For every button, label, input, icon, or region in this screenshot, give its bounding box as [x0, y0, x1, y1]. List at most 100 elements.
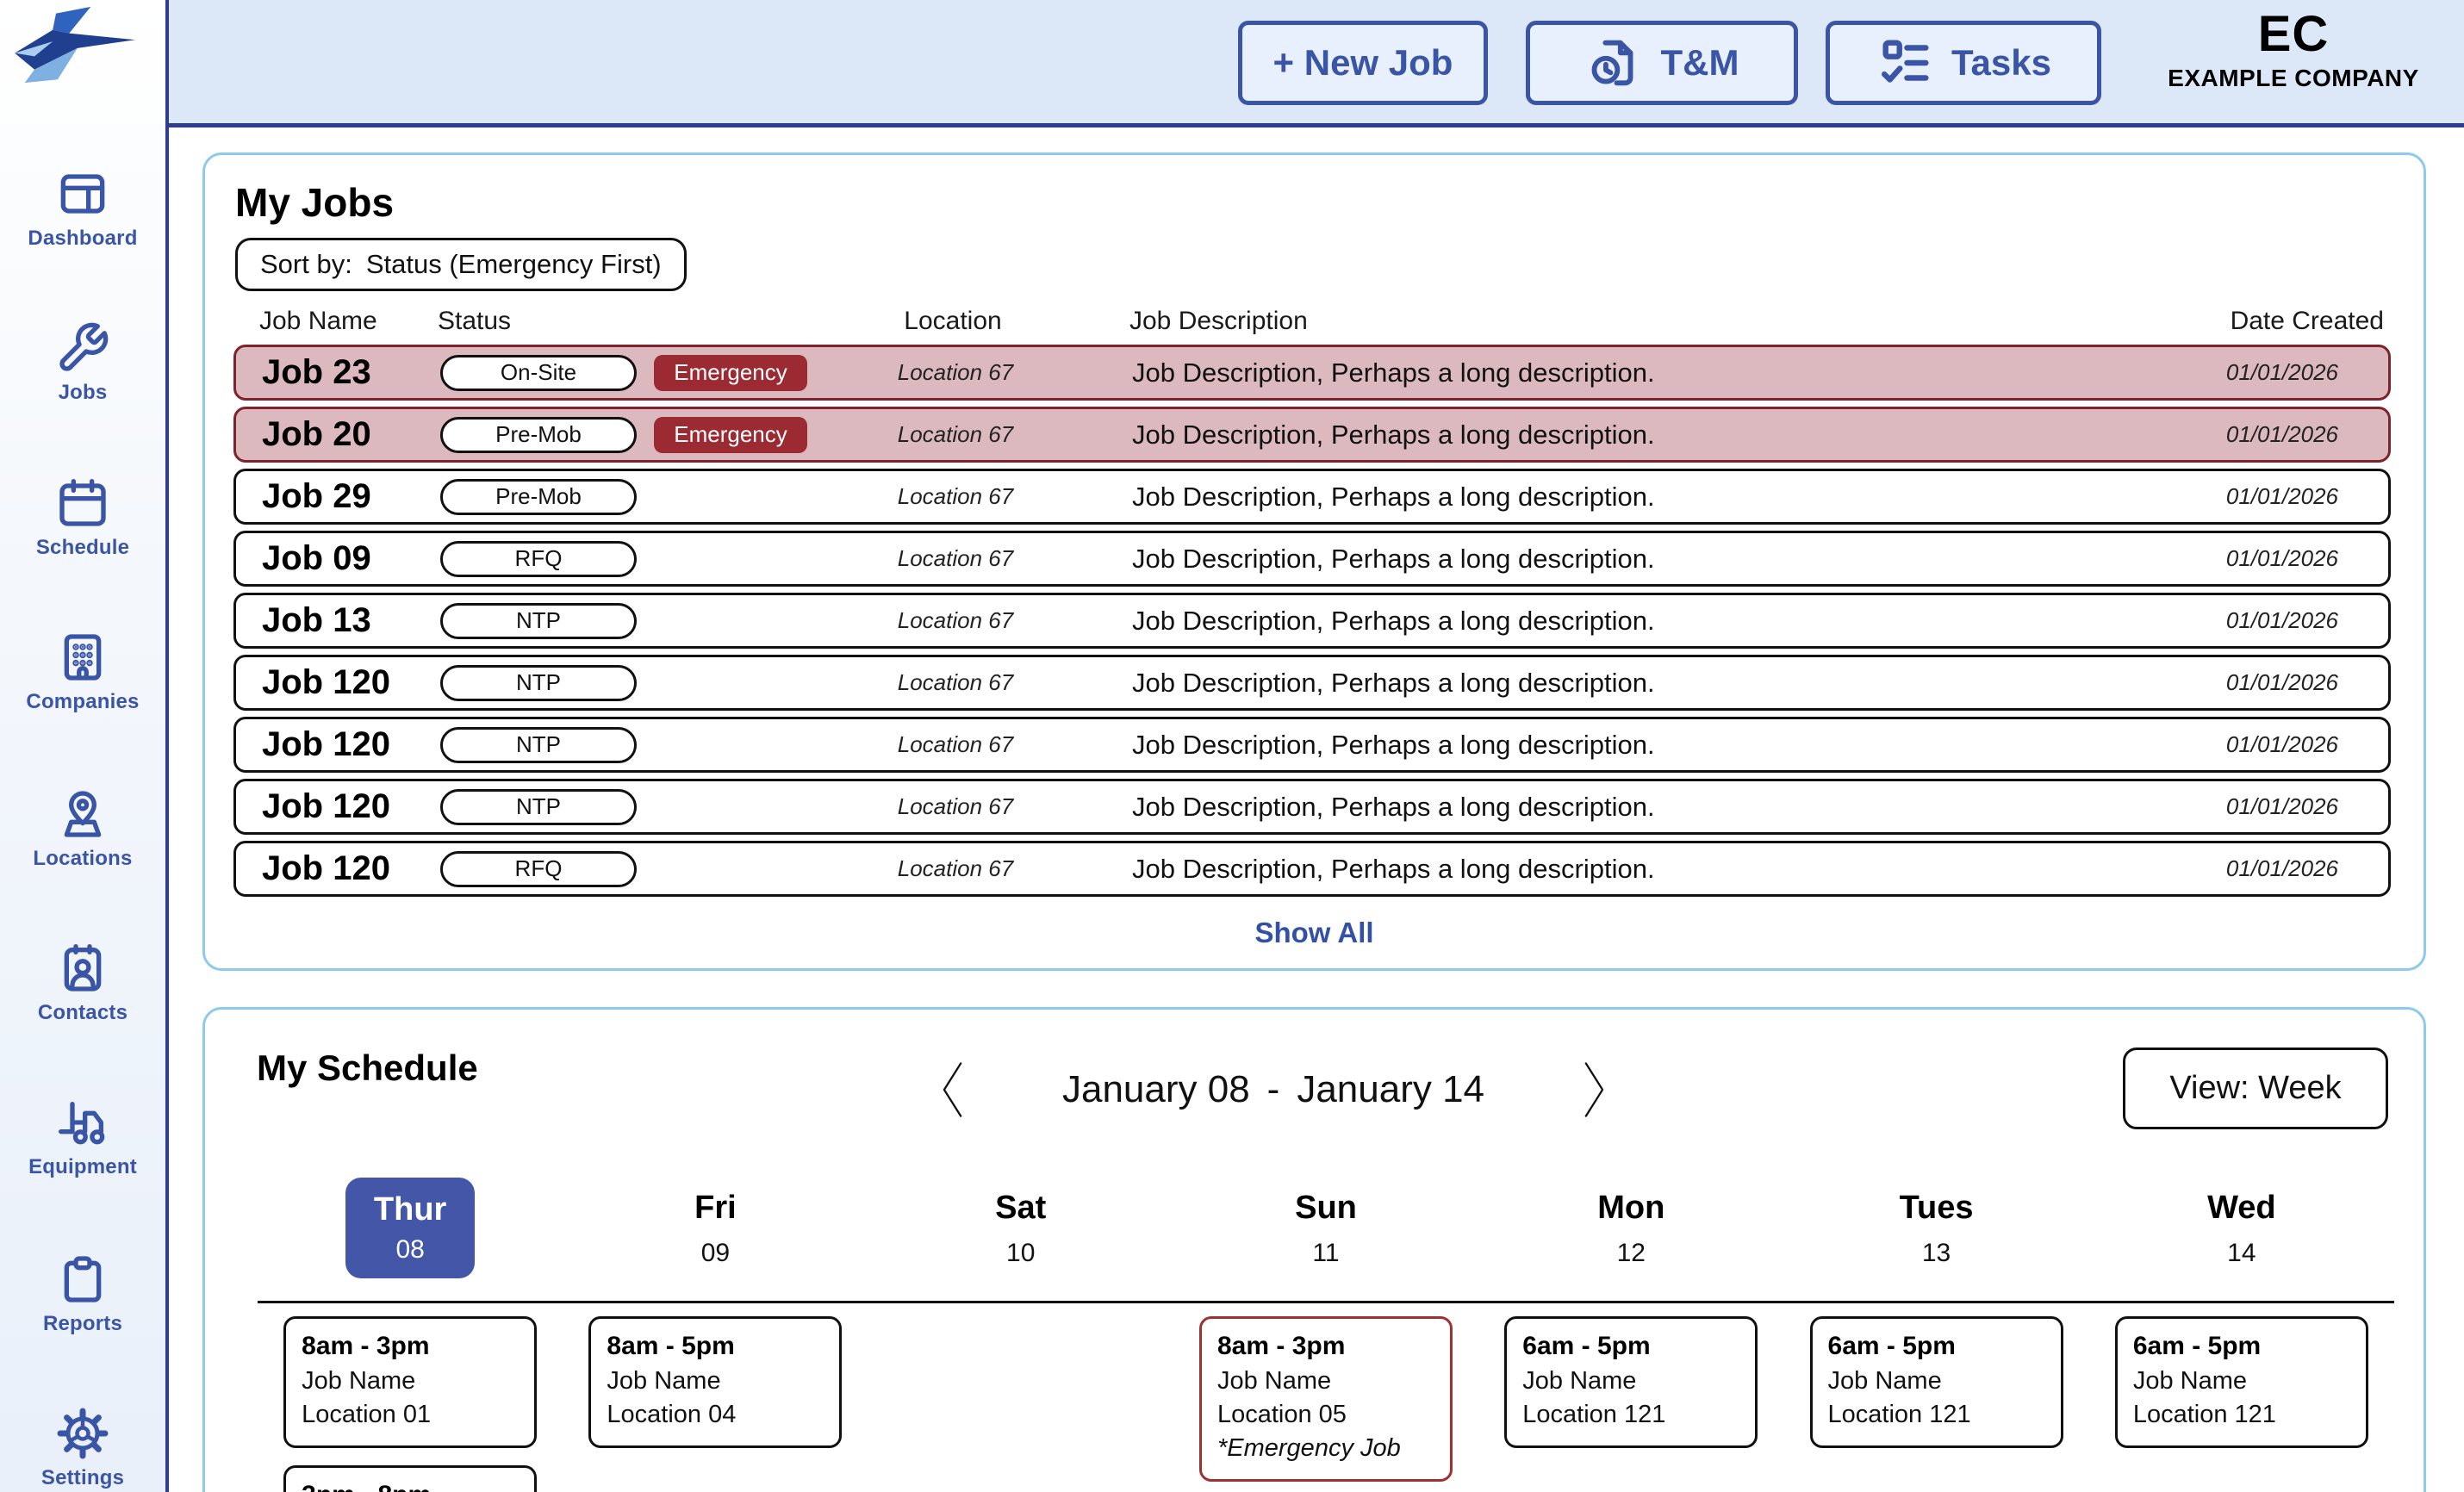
sidebar-item-label: Companies [26, 690, 140, 713]
building-icon [64, 634, 102, 681]
sidebar-item-contacts[interactable]: Contacts [0, 941, 165, 1025]
day-name: Wed [2207, 1190, 2276, 1226]
sort-dropdown[interactable]: Sort by: Status (Emergency First) [235, 238, 687, 291]
sidebar-item-equipment[interactable]: Equipment [0, 1095, 165, 1179]
jobs-table-body: Job 23 On-Site Emergency Location 67 Job… [233, 345, 2391, 903]
event-time: 8am - 5pm [607, 1332, 735, 1360]
my-schedule-title: My Schedule [257, 1048, 478, 1088]
schedule-event-card-emergency[interactable]: 8am - 3pm Job Name Location 05 *Emergenc… [1198, 1316, 1453, 1482]
schedule-event-card[interactable]: 8am - 3pm Job Name Location 01 [283, 1316, 538, 1448]
event-emergency-note: *Emergency Job [1216, 1433, 1401, 1462]
week-navigation: January 08 - January 14 [937, 1042, 1609, 1137]
day-name: Tues [1899, 1190, 1974, 1226]
sidebar-item-settings[interactable]: Settings [0, 1406, 165, 1490]
day-header-tues[interactable]: Tues 13 [1783, 1178, 2088, 1278]
schedule-divider [258, 1301, 2394, 1303]
table-row[interactable]: Job 120 NTP Location 67 Job Description,… [233, 655, 2391, 711]
event-time: 6am - 5pm [2132, 1332, 2262, 1360]
active-day-highlight: Thur 08 [345, 1178, 476, 1278]
emergency-badge: Emergency [654, 416, 807, 453]
job-description: Job Description, Perhaps a long descript… [1132, 419, 1655, 450]
table-row[interactable]: Job 120 NTP Location 67 Job Description,… [233, 779, 2391, 835]
sidebar-item-reports[interactable]: Reports [0, 1252, 165, 1336]
event-time: 6am - 5pm [1522, 1332, 1651, 1360]
day-name: Mon [1597, 1190, 1665, 1226]
new-job-button[interactable]: + New Job [1238, 21, 1488, 105]
sort-value: Status (Emergency First) [365, 249, 662, 279]
sidebar-item-jobs[interactable]: Jobs [0, 320, 165, 405]
event-job-name: Job Name [1216, 1366, 1332, 1395]
sidebar-item-companies[interactable]: Companies [0, 630, 165, 714]
day-date: 09 [700, 1239, 731, 1267]
sidebar-item-dashboard[interactable]: Dashboard [0, 166, 165, 251]
sidebar-item-label: Reports [42, 1312, 123, 1335]
company-logo-icon[interactable] [7, 5, 145, 84]
schedule-event-card[interactable]: 8am - 5pm Job Name Location 04 [588, 1316, 843, 1448]
table-row[interactable]: Job 120 NTP Location 67 Job Description,… [233, 717, 2391, 773]
show-all-link[interactable]: Show All [1254, 917, 1374, 948]
table-row[interactable]: Job 23 On-Site Emergency Location 67 Job… [233, 345, 2391, 401]
table-row[interactable]: Job 20 Pre-Mob Emergency Location 67 Job… [233, 407, 2391, 463]
table-row[interactable]: Job 09 RFQ Location 67 Job Description, … [233, 531, 2391, 587]
schedule-event-card[interactable]: 3pm - 8pm [283, 1464, 538, 1492]
my-jobs-title: My Jobs [235, 180, 395, 225]
sidebar-item-schedule[interactable]: Schedule [0, 476, 165, 560]
event-time: 8am - 3pm [1216, 1332, 1346, 1360]
tm-button[interactable]: T&M [1526, 21, 1798, 105]
day-date: 11 [1312, 1239, 1340, 1267]
sidebar-item-label: Schedule [35, 536, 130, 559]
job-description: Job Description, Perhaps a long descript… [1132, 481, 1655, 512]
tasks-button[interactable]: Tasks [1826, 21, 2101, 105]
schedule-event-card[interactable]: 6am - 5pm Job Name Location 121 [1504, 1316, 1758, 1448]
schedule-event-card[interactable]: 6am - 5pm Job Name Location 121 [1809, 1316, 2063, 1448]
my-jobs-panel: My Jobs Sort by: Status (Emergency First… [202, 152, 2426, 971]
new-job-label: + New Job [1272, 42, 1453, 83]
day-name: Sat [995, 1190, 1047, 1226]
column-header-description: Job Description [1129, 307, 1308, 335]
tasks-label: Tasks [1951, 42, 2051, 83]
day-header-wed[interactable]: Wed 14 [2089, 1178, 2394, 1278]
job-location: Location 67 [897, 607, 1014, 633]
day-date: 08 [395, 1235, 425, 1264]
chevron-left-icon[interactable] [937, 1057, 967, 1122]
job-description: Job Description, Perhaps a long descript… [1132, 543, 1655, 574]
view-week-button[interactable]: View: Week [2123, 1048, 2388, 1129]
day-name: Sun [1295, 1190, 1357, 1226]
events-column-thur: 8am - 3pm Job Name Location 01 3pm - 8pm [258, 1316, 563, 1492]
job-description: Job Description, Perhaps a long descript… [1132, 729, 1655, 760]
events-grid: 8am - 3pm Job Name Location 01 3pm - 8pm… [258, 1316, 2394, 1492]
job-name: Job 23 [262, 353, 371, 391]
table-row[interactable]: Job 13 NTP Location 67 Job Description, … [233, 593, 2391, 649]
day-header-thur[interactable]: Thur 08 [258, 1178, 563, 1278]
job-date-created: 01/01/2026 [2225, 731, 2338, 757]
event-location: Location 121 [2132, 1400, 2276, 1428]
job-description: Job Description, Perhaps a long descript… [1132, 605, 1655, 636]
calendar-icon [59, 479, 106, 526]
range-end: January 14 [1297, 1068, 1485, 1110]
day-header-sat[interactable]: Sat 10 [868, 1178, 1173, 1278]
day-header-sun[interactable]: Sun 11 [1173, 1178, 1478, 1278]
sidebar-item-label: Jobs [58, 381, 108, 404]
status-badge: RFQ [440, 850, 637, 887]
range-separator: - [1266, 1068, 1280, 1110]
job-name: Job 120 [262, 663, 390, 701]
schedule-event-card[interactable]: 6am - 5pm Job Name Location 121 [2114, 1316, 2368, 1448]
sidebar-item-locations[interactable]: Locations [0, 786, 165, 871]
job-date-created: 01/01/2026 [2225, 483, 2338, 509]
checklist-icon [1882, 40, 1929, 83]
table-row[interactable]: Job 120 RFQ Location 67 Job Description,… [233, 841, 2391, 897]
job-date-created: 01/01/2026 [2225, 855, 2338, 881]
job-description: Job Description, Perhaps a long descript… [1132, 791, 1655, 822]
chevron-right-icon[interactable] [1580, 1057, 1609, 1122]
table-row[interactable]: Job 29 Pre-Mob Location 67 Job Descripti… [233, 469, 2391, 525]
forklift-icon [59, 1102, 105, 1145]
day-header-mon[interactable]: Mon 12 [1478, 1178, 1783, 1278]
day-name: Fri [694, 1190, 737, 1226]
sidebar-item-label: Settings [40, 1466, 125, 1489]
wrench-icon [59, 322, 109, 371]
day-header-row: Thur 08 Fri 09 Sat 10 Sun 11 Mon [258, 1178, 2394, 1278]
status-badge: RFQ [440, 540, 637, 577]
day-header-fri[interactable]: Fri 09 [563, 1178, 868, 1278]
job-description: Job Description, Perhaps a long descript… [1132, 667, 1655, 698]
events-column-tues: 6am - 5pm Job Name Location 121 [1783, 1316, 2088, 1465]
